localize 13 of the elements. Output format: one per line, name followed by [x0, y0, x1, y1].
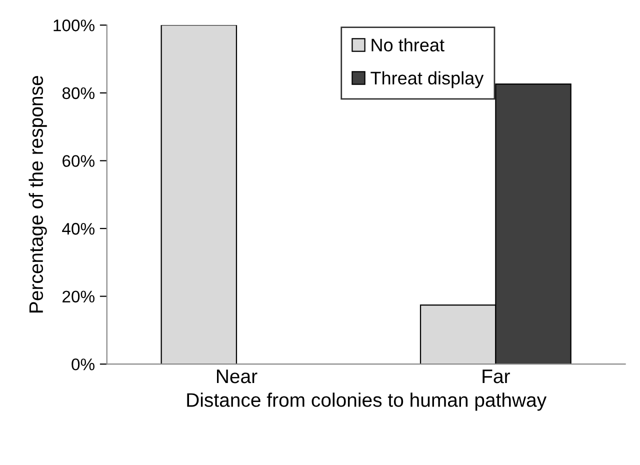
y-tick-label: 0% — [72, 358, 94, 370]
x-tick-label: Near — [217, 370, 258, 384]
y-tick-label: 80% — [62, 87, 94, 100]
x-axis-title: Distance from colonies to human pathway — [187, 392, 547, 411]
y-tick-label: 20% — [62, 290, 94, 302]
y-tick-label: 60% — [62, 155, 94, 167]
y-tick-label: 100% — [54, 20, 94, 32]
y-axis-title: Percentage of the response — [28, 76, 47, 312]
x-tick-label: Far — [482, 370, 510, 384]
bar — [160, 25, 238, 364]
legend-label: No threat — [372, 38, 444, 52]
legend-label: Threat display — [370, 71, 484, 88]
y-tick-label: 40% — [62, 222, 94, 235]
